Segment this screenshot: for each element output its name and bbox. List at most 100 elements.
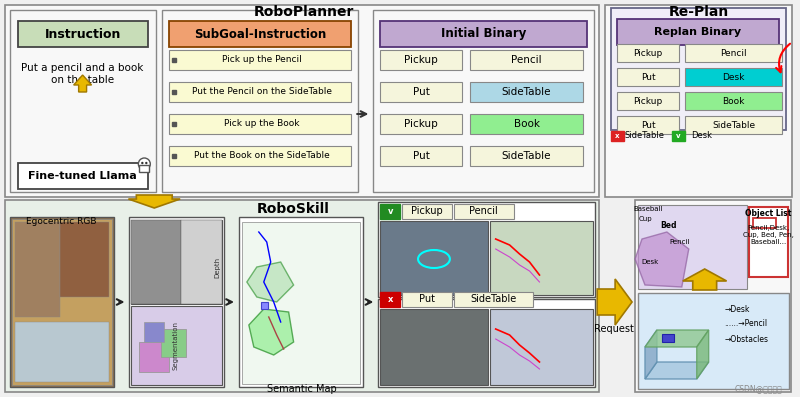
Text: Baseball: Baseball <box>634 206 662 212</box>
Text: v: v <box>675 133 680 139</box>
Bar <box>12 219 113 385</box>
Text: Egocentric RGB: Egocentric RGB <box>26 218 97 227</box>
Polygon shape <box>682 269 726 290</box>
Bar <box>378 202 595 297</box>
Text: SideTable: SideTable <box>712 121 755 129</box>
Bar <box>470 114 583 134</box>
Text: Initial Binary: Initial Binary <box>441 27 526 40</box>
Text: Pickup: Pickup <box>634 48 662 58</box>
Text: Put the Book on the SideTable: Put the Book on the SideTable <box>194 152 330 160</box>
Bar <box>611 8 786 130</box>
Polygon shape <box>597 279 632 325</box>
Text: x: x <box>387 295 393 304</box>
Bar <box>170 146 351 166</box>
Polygon shape <box>645 330 657 379</box>
Circle shape <box>138 158 150 170</box>
Bar <box>617 68 679 86</box>
Bar <box>638 293 790 389</box>
Bar <box>617 44 679 62</box>
Text: Pickup: Pickup <box>404 119 438 129</box>
Text: SideTable: SideTable <box>470 295 517 304</box>
Polygon shape <box>128 195 180 208</box>
Bar <box>402 204 452 219</box>
Bar <box>490 221 594 295</box>
Text: Desk: Desk <box>642 259 658 265</box>
Circle shape <box>141 162 143 164</box>
Text: Pick up the Book: Pick up the Book <box>224 119 299 129</box>
Text: CSDN@技术分享: CSDN@技术分享 <box>734 385 782 393</box>
Bar <box>60 222 110 297</box>
Bar <box>662 334 674 342</box>
Text: Semantic Map: Semantic Map <box>266 384 337 394</box>
Polygon shape <box>697 330 709 379</box>
Bar <box>611 131 624 141</box>
Polygon shape <box>645 330 709 347</box>
Text: Pickup: Pickup <box>404 55 438 65</box>
Text: ......→Pencil: ......→Pencil <box>725 320 768 328</box>
Polygon shape <box>74 75 91 92</box>
Bar <box>470 146 583 166</box>
Text: Segmentation: Segmentation <box>172 320 178 370</box>
Text: RoboSkill: RoboSkill <box>257 202 330 216</box>
Bar <box>380 50 462 70</box>
Bar <box>470 50 583 70</box>
Bar <box>490 309 594 385</box>
Polygon shape <box>635 232 689 287</box>
Bar <box>144 322 164 342</box>
Text: Fine-tuned Llama: Fine-tuned Llama <box>28 171 137 181</box>
Bar <box>380 114 462 134</box>
Text: RoboPlanner: RoboPlanner <box>254 5 354 19</box>
Bar <box>635 200 791 392</box>
Bar <box>470 82 583 102</box>
Text: SideTable: SideTable <box>502 151 551 161</box>
Polygon shape <box>249 309 294 355</box>
Text: Pencil,Desk,
Cup, Bed, Pen,
Baseball...: Pencil,Desk, Cup, Bed, Pen, Baseball... <box>743 225 794 245</box>
Text: Put a pencil and a book
on the table: Put a pencil and a book on the table <box>22 63 144 85</box>
Bar <box>162 329 186 357</box>
Bar <box>685 116 782 134</box>
Text: Put: Put <box>641 121 655 129</box>
Bar <box>170 114 351 134</box>
Text: Bed: Bed <box>661 220 677 229</box>
Bar <box>18 163 148 189</box>
Text: Instruction: Instruction <box>45 27 121 40</box>
Bar <box>162 10 358 192</box>
Bar <box>380 146 462 166</box>
Text: Re-Plan: Re-Plan <box>669 5 729 19</box>
Bar <box>131 220 222 304</box>
Text: Pencil: Pencil <box>670 239 690 245</box>
Text: Pencil: Pencil <box>511 55 542 65</box>
Text: Put: Put <box>413 151 430 161</box>
Bar <box>454 204 514 219</box>
Text: SideTable: SideTable <box>502 87 551 97</box>
Bar <box>15 322 110 382</box>
Bar <box>181 220 222 304</box>
Text: x: x <box>615 133 619 139</box>
Bar <box>131 220 181 304</box>
Bar <box>10 10 156 192</box>
Bar <box>15 222 60 317</box>
Bar <box>130 217 224 387</box>
Polygon shape <box>645 362 709 379</box>
Bar <box>685 68 782 86</box>
Text: SubGoal-Instruction: SubGoal-Instruction <box>194 27 326 40</box>
Text: Book: Book <box>514 119 539 129</box>
Text: Put: Put <box>413 87 430 97</box>
Bar <box>617 19 779 45</box>
Bar <box>617 92 679 110</box>
Bar <box>139 165 150 172</box>
Bar <box>378 299 595 387</box>
Text: Object List: Object List <box>746 210 791 218</box>
Text: Put: Put <box>641 73 655 81</box>
Text: Pickup: Pickup <box>634 96 662 106</box>
Bar <box>139 342 170 372</box>
Bar <box>380 21 587 47</box>
Text: Book: Book <box>722 96 745 106</box>
Text: →Desk: →Desk <box>725 304 750 314</box>
Bar <box>638 205 747 289</box>
Text: Pencil: Pencil <box>720 48 747 58</box>
Bar <box>380 309 488 385</box>
Bar <box>617 116 679 134</box>
Bar <box>261 302 268 309</box>
Bar <box>170 82 351 102</box>
